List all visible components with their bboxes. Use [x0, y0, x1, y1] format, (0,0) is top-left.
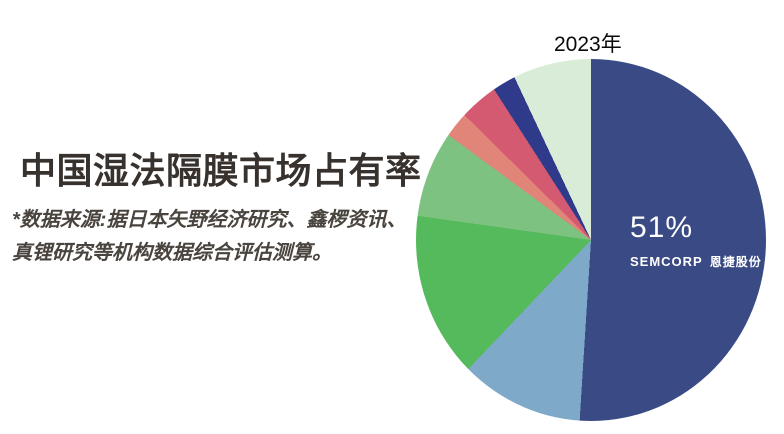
data-source-note-line2: 真锂研究等机构数据综合评估测算。 [12, 242, 332, 264]
data-source-note: *数据来源:据日本矢野经济研究、鑫椤资讯、 真锂研究等机构数据综合评估测算。 [12, 204, 412, 270]
semcorp-logo-chinese: 恩捷股份 [709, 255, 762, 269]
pie-chart: 51% SEMCORP 恩捷股份 [416, 59, 766, 421]
page-title: 中国湿法隔膜市场占有率 [20, 150, 422, 191]
chart-year-label: 2023年 [554, 33, 622, 56]
semcorp-logo: SEMCORP 恩捷股份 [630, 253, 762, 271]
semcorp-logo-wordmark: SEMCORP [630, 254, 703, 269]
data-source-note-line1: *数据来源:据日本矢野经济研究、鑫椤资讯、 [12, 209, 407, 231]
main-slice-percent-label: 51% [630, 211, 694, 244]
